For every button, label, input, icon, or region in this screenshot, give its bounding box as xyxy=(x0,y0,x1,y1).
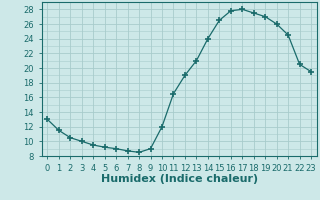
X-axis label: Humidex (Indice chaleur): Humidex (Indice chaleur) xyxy=(100,174,258,184)
